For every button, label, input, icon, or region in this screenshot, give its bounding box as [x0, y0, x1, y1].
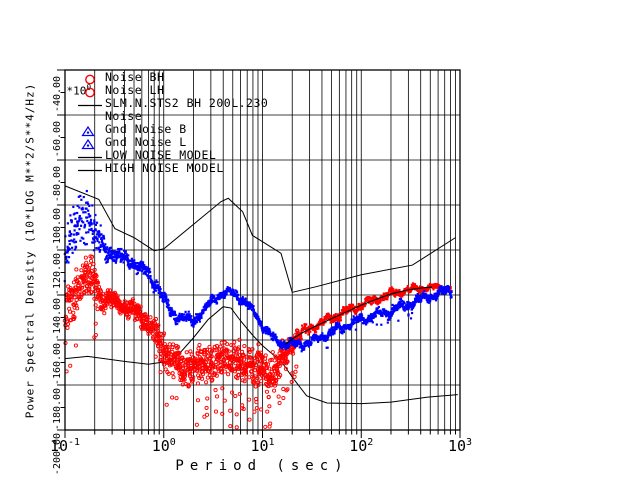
legend-line-icon — [76, 97, 105, 110]
x-tick-label: 102 — [349, 437, 374, 455]
legend-line-icon — [76, 162, 105, 175]
legend-item: SLM.N.STS2 BH 200L.230 — [76, 97, 268, 110]
blue-ground-noise-series — [63, 189, 453, 353]
y-tick-label: -80.00 — [52, 165, 63, 203]
y-axis-multiplier-base: *10 — [66, 84, 87, 98]
y-tick-label: -160.00 — [52, 342, 63, 386]
legend-item-label: LOW NOISE MODEL — [105, 148, 217, 162]
y-tick-label: -140.00 — [52, 297, 63, 341]
legend-item-label: Noise LH — [105, 83, 165, 97]
legend-triangle-icon — [76, 123, 105, 137]
plot-border — [64, 69, 461, 431]
y-tick-label: -100.00 — [52, 207, 63, 251]
legend-item-label: Noise — [105, 109, 143, 123]
legend-circle-icon — [76, 71, 105, 85]
legend-item-label: SLM.N.STS2 BH 200L.230 — [105, 96, 269, 110]
y-axis-multiplier-exp: 0 — [86, 83, 92, 92]
x-tick-label: 101 — [250, 437, 275, 455]
axis-ticks — [57, 69, 461, 438]
legend-item: Gnd Noise B — [76, 122, 268, 137]
red-noise-series — [62, 254, 452, 430]
legend-circle-icon — [76, 84, 105, 98]
legend-item-label: Gnd Noise B — [105, 122, 187, 136]
x-tick-label: 10-1 — [49, 437, 81, 455]
legend-item: Noise LH — [76, 83, 268, 98]
y-axis-multiplier: *100 — [40, 70, 92, 111]
y-tick-label: -120.00 — [52, 252, 63, 296]
legend-item-label: Noise BH — [105, 70, 165, 84]
noise-model-lines — [64, 185, 458, 405]
y-tick-label: -60.00 — [52, 120, 63, 158]
x-tick-label: 103 — [447, 437, 473, 455]
legend-item: Gnd Noise L — [76, 135, 268, 150]
y-tick-label: -180.00 — [52, 387, 63, 431]
legend-line-icon — [76, 149, 105, 162]
legend-item-label: HIGH NOISE MODEL — [105, 161, 224, 175]
legend-item: Noise BH — [76, 70, 268, 85]
x-tick-label: 100 — [151, 437, 176, 455]
legend-item: Noise — [76, 110, 268, 123]
legend-item: LOW NOISE MODEL — [76, 149, 268, 162]
legend: Noise BH Noise LH SLM.N.STS2 BH 200L.230 No… — [76, 71, 268, 175]
y-axis-title: Power Spectral Density (10*LOG M**2/S**4… — [23, 82, 37, 419]
legend-triangle-icon — [76, 136, 105, 150]
legend-item-label: Gnd Noise L — [105, 135, 187, 149]
x-axis-title: Period (sec) — [175, 458, 349, 474]
legend-item: HIGH NOISE MODEL — [76, 162, 268, 175]
slm-model-line — [284, 286, 432, 345]
y-tick-label: -40.00 — [52, 75, 63, 113]
legend-no-symbol — [76, 110, 105, 123]
